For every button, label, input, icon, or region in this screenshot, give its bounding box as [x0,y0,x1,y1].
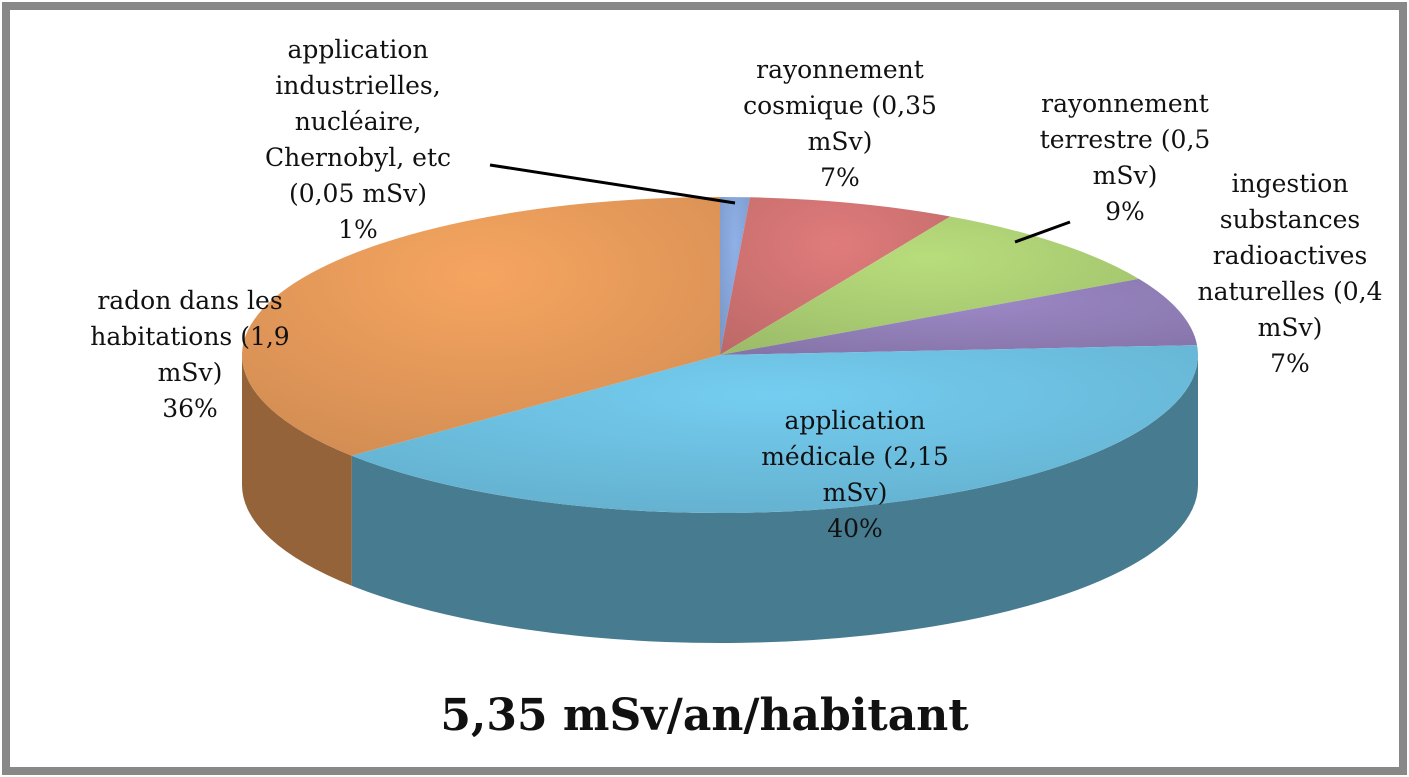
category-label: radon dans les habitations (1,9 mSv) [90,286,290,387]
data-label: rayonnement terrestre (0,5 mSv) 9% [1015,86,1235,230]
value-label: 36% [162,394,218,423]
leader-line [489,163,736,205]
slice [720,216,1139,355]
category-label: application industrielles, nucléaire, Ch… [265,35,451,208]
slice [351,345,1198,513]
data-label: rayonnement cosmique (0,35 mSv) 7% [710,52,970,196]
value-label: 9% [1105,197,1145,226]
chart-title: 5,35 mSv/an/habitant [440,690,969,741]
data-label: application industrielles, nucléaire, Ch… [233,32,483,248]
value-label: 7% [1270,349,1310,378]
leader-line [1014,220,1071,244]
pie [241,197,1198,643]
data-label: ingestion substances radioactives nature… [1173,166,1408,382]
slice [720,278,1198,355]
category-label: ingestion substances radioactives nature… [1197,169,1383,342]
slice [720,197,751,355]
value-label: 40% [827,514,883,543]
slice-side [351,355,1198,643]
slice [241,197,720,456]
data-label: application médicale (2,15 mSv) 40% [730,403,980,547]
value-label: 1% [338,215,378,244]
category-label: application médicale (2,15 mSv) [761,406,949,507]
slice-side [242,355,352,586]
data-label: radon dans les habitations (1,9 mSv) 36% [55,283,325,427]
value-label: 7% [820,163,860,192]
slice [720,197,951,355]
category-label: rayonnement terrestre (0,5 mSv) [1039,89,1211,190]
category-label: rayonnement cosmique (0,35 mSv) [743,55,937,156]
